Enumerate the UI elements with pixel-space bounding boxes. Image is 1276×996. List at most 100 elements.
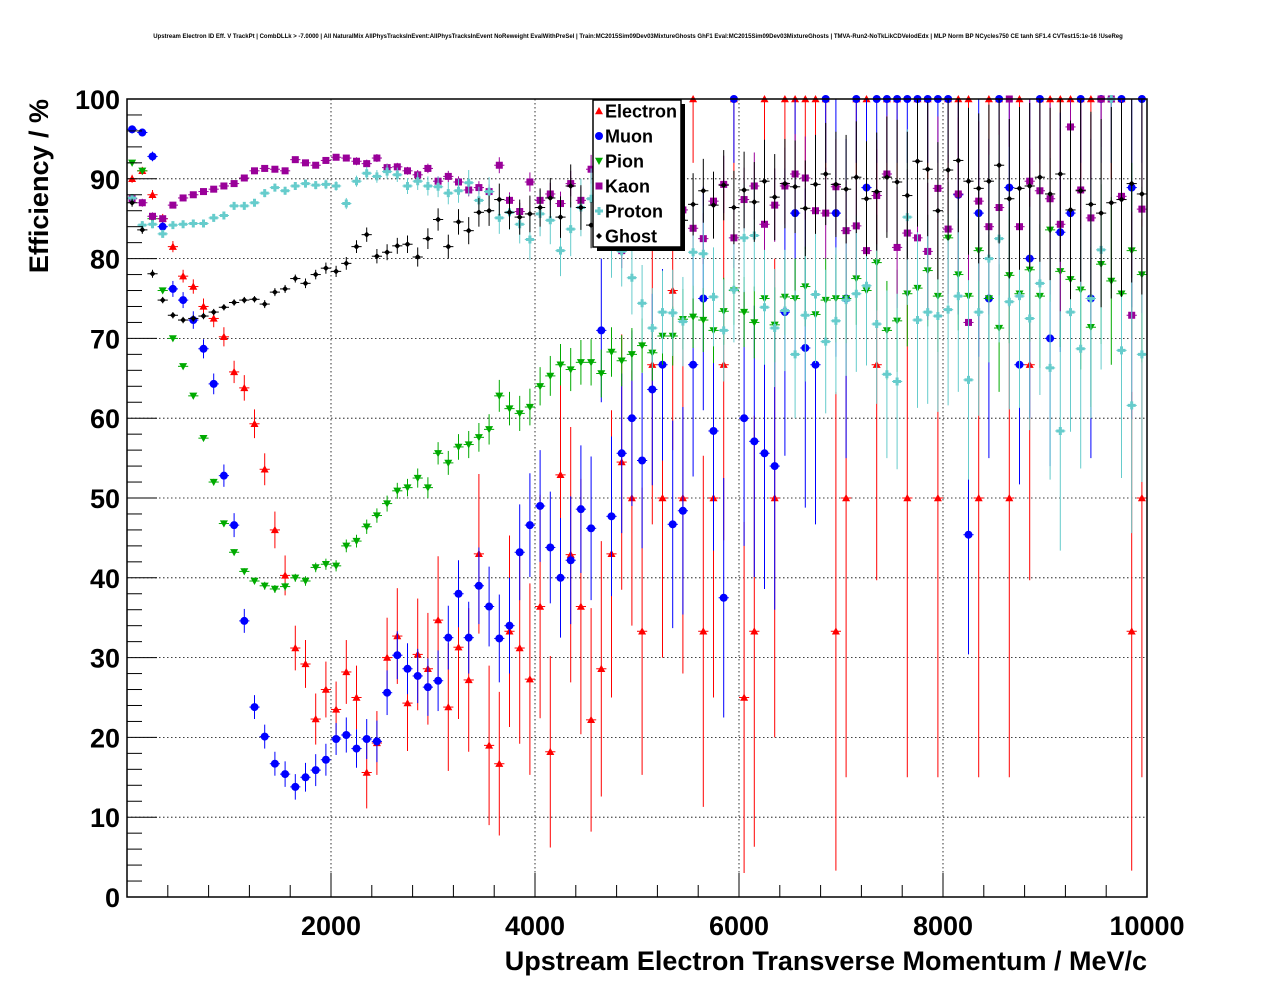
x-tick-label: 6000 (709, 911, 769, 941)
data-point (199, 434, 208, 443)
data-point (996, 162, 1003, 169)
data-point (944, 305, 953, 314)
data-point (281, 186, 290, 195)
data-point (965, 178, 972, 185)
data-point (526, 210, 533, 217)
data-point (607, 348, 616, 356)
data-point (260, 732, 269, 741)
data-point (546, 372, 555, 380)
data-point (750, 319, 759, 327)
data-point (1137, 350, 1146, 359)
data-point (729, 285, 738, 294)
data-point (189, 191, 197, 199)
data-point (362, 169, 371, 178)
data-point (291, 181, 300, 190)
data-point (403, 484, 412, 492)
data-point (638, 342, 647, 350)
x-axis-title: Upstream Electron Transverse Momentum / … (505, 946, 1147, 976)
data-point (495, 392, 504, 400)
data-point (138, 199, 146, 207)
data-point (934, 207, 941, 214)
data-point (261, 164, 269, 172)
data-point (404, 167, 411, 175)
data-point (423, 181, 432, 190)
legend-label-electron: Electron (605, 102, 677, 122)
data-point (933, 312, 942, 321)
data-point (831, 316, 840, 325)
data-point (179, 296, 188, 305)
data-point (332, 705, 341, 713)
legend-marker-muon (595, 132, 603, 140)
data-point (209, 478, 218, 487)
data-point (882, 370, 891, 379)
data-point (475, 209, 482, 216)
data-point (271, 289, 278, 296)
data-point (515, 644, 524, 652)
data-point (139, 226, 146, 233)
data-point (496, 196, 503, 203)
data-point (219, 471, 228, 480)
data-point (719, 326, 728, 335)
data-point (434, 616, 443, 624)
data-point (1098, 210, 1105, 217)
data-point (332, 181, 341, 190)
data-point (168, 284, 177, 293)
legend-label-pion: Pion (605, 152, 644, 172)
data-point (240, 568, 249, 576)
data-point (384, 249, 391, 256)
y-tick-label: 60 (90, 404, 120, 434)
data-point (536, 602, 545, 610)
data-point (750, 437, 759, 446)
data-point (353, 157, 360, 165)
data-point (445, 243, 452, 250)
data-point (638, 627, 647, 635)
data-point (219, 211, 228, 220)
data-point (781, 180, 788, 187)
data-point (515, 410, 524, 418)
data-point (301, 577, 310, 585)
data-point (627, 351, 636, 359)
data-point (689, 360, 698, 369)
data-point (383, 653, 392, 661)
data-point (220, 182, 228, 190)
data-point (894, 178, 901, 185)
data-point (251, 296, 258, 303)
data-point (485, 602, 494, 611)
data-point (281, 583, 290, 591)
data-point (1137, 494, 1146, 502)
data-point (342, 667, 351, 676)
data-point (210, 185, 218, 193)
data-point (260, 189, 269, 198)
data-point (312, 161, 320, 169)
data-point (230, 367, 239, 376)
data-point (219, 520, 228, 528)
data-point (556, 470, 565, 479)
data-point (403, 699, 412, 707)
data-point (811, 290, 820, 299)
data-point (372, 737, 381, 746)
data-point (363, 160, 371, 168)
data-point (770, 324, 779, 333)
data-point (658, 308, 667, 317)
legend-box (592, 99, 682, 248)
data-point (536, 501, 545, 510)
data-point (423, 484, 432, 492)
data-point (577, 204, 584, 211)
data-point (802, 205, 809, 212)
data-point (873, 188, 880, 195)
data-point (567, 182, 574, 189)
data-point (862, 281, 871, 290)
data-point (699, 627, 708, 635)
data-point (678, 317, 687, 326)
data-point (486, 207, 493, 214)
data-point (689, 313, 698, 321)
data-point (1087, 201, 1094, 208)
data-point (566, 366, 575, 374)
data-point (699, 249, 708, 258)
data-point (863, 195, 870, 202)
data-point (832, 181, 839, 188)
data-point (1025, 314, 1034, 323)
data-point (576, 359, 585, 367)
series-ghost (127, 99, 1147, 324)
